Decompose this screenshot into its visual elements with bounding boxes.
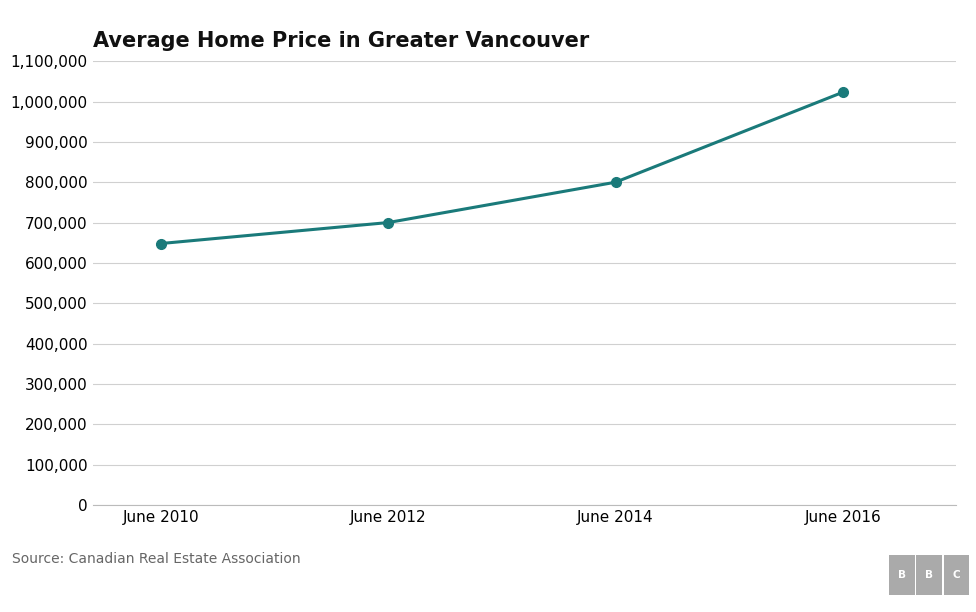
- FancyBboxPatch shape: [944, 555, 969, 595]
- Text: C: C: [953, 570, 960, 580]
- Text: B: B: [898, 570, 906, 580]
- Text: B: B: [925, 570, 933, 580]
- Text: Average Home Price in Greater Vancouver: Average Home Price in Greater Vancouver: [93, 31, 589, 51]
- Text: Source: Canadian Real Estate Association: Source: Canadian Real Estate Association: [12, 552, 301, 566]
- FancyBboxPatch shape: [889, 555, 915, 595]
- FancyBboxPatch shape: [916, 555, 942, 595]
